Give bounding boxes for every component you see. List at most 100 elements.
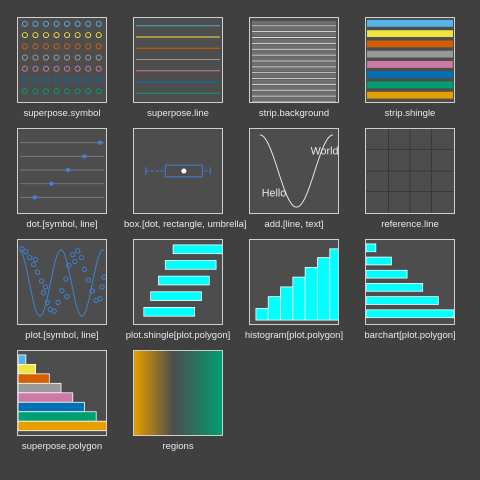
plot-point: [70, 252, 76, 258]
hist-bar: [292, 276, 306, 321]
symbol-circle: [74, 43, 81, 50]
hist-bar: [267, 296, 281, 321]
symbol-circle: [42, 65, 50, 72]
strip-band: [252, 61, 336, 66]
plot-point: [40, 290, 47, 296]
shingle-strip: [367, 71, 453, 79]
symbol-circle: [32, 43, 39, 50]
dot-point: [49, 181, 54, 186]
plot-point: [19, 246, 25, 252]
symbol-circle: [85, 88, 92, 95]
superpose-block: [18, 363, 37, 375]
strip-band: [252, 97, 336, 102]
plot-point: [101, 274, 106, 280]
histogram-plot-polygon-panel: [249, 239, 339, 325]
superpose-symbol-panel: [17, 17, 107, 103]
plot-point: [51, 308, 57, 314]
symbol-circle: [53, 65, 60, 72]
strip-band: [252, 38, 336, 43]
symbol-circle: [64, 76, 71, 84]
shingle-bar: [172, 244, 222, 255]
hist-bar: [317, 257, 331, 321]
symbol-circle: [32, 20, 39, 27]
strip-band: [252, 73, 336, 78]
regions-label: regions: [162, 441, 194, 452]
plot-shingle-polygon-label: plot.shingle[plot.polygon]: [125, 330, 231, 341]
histogram-icon: [255, 248, 338, 321]
barchart-bar: [366, 269, 408, 279]
symbol-circle: [42, 20, 50, 27]
symbol-circle: [95, 32, 102, 39]
shingle-strip: [367, 40, 453, 48]
symbol-circle: [64, 54, 71, 61]
gradient-icon: [134, 351, 222, 435]
plot-point: [89, 288, 95, 294]
symbol-circle: [85, 20, 92, 27]
symbol-circle: [21, 43, 28, 50]
symbol-circle: [74, 76, 81, 84]
scatter-curve-icon: [19, 246, 106, 317]
symbol-circle: [32, 88, 39, 95]
plot-point: [63, 276, 69, 282]
dotplot-icon: [20, 140, 104, 200]
symbol-circle: [95, 76, 102, 84]
plot-symbol-line-panel: [17, 239, 107, 325]
shingle-bar: [150, 291, 202, 301]
symbol-circle: [95, 88, 102, 95]
plot-point: [59, 288, 65, 294]
dot-point: [65, 167, 71, 173]
world-text: World: [311, 145, 338, 157]
dot-point: [97, 140, 103, 145]
grid-icon: [366, 129, 454, 213]
plot-symbol-line-label: plot.[symbol, line]: [25, 330, 99, 341]
strip-lines-icon: [252, 20, 336, 102]
symbol-circle: [74, 88, 81, 95]
add-line-text-panel: World Hello: [249, 128, 339, 214]
barchart-icon: [366, 243, 454, 319]
symbol-circle: [21, 54, 28, 61]
symbol-circle: [32, 76, 39, 84]
superpose-block: [18, 411, 97, 422]
plot-point: [27, 254, 33, 261]
barchart-bar: [366, 296, 439, 305]
plot-point: [42, 284, 49, 290]
strip-background-label: strip.background: [258, 108, 330, 119]
symbol-circle: [21, 65, 28, 72]
plot-shingle-polygon-panel: [133, 239, 223, 325]
symbol-circle: [42, 54, 50, 61]
regions-gradient: [134, 351, 222, 435]
plot-point: [64, 294, 70, 300]
strip-shingle-label: strip.shingle: [384, 108, 436, 119]
superpose-polygon-panel: [17, 350, 107, 436]
shingle-strip: [367, 60, 453, 68]
hist-bar: [255, 307, 269, 321]
symbol-circle: [64, 65, 71, 72]
symbol-circle: [74, 54, 81, 61]
strip-band: [252, 50, 336, 55]
barchart-bar: [366, 283, 424, 292]
dot-symbol-line-label: dot.[symbol, line]: [26, 219, 98, 230]
shingle-strip: [367, 19, 453, 27]
symbol-circle: [95, 43, 102, 50]
circle-grid-icon: [21, 20, 102, 95]
plot-point: [34, 269, 41, 275]
plot-curve: [19, 249, 105, 317]
symbol-circle: [74, 65, 81, 72]
symbol-circle: [53, 88, 60, 95]
hist-bar: [304, 266, 318, 321]
barchart-bar: [366, 309, 454, 319]
symbol-circle: [74, 20, 81, 27]
strip-band: [252, 91, 336, 96]
plot-point: [31, 261, 37, 268]
barchart-plot-polygon-label: barchart[plot.polygon]: [364, 330, 456, 341]
symbol-circle: [85, 43, 92, 50]
sine-line: [259, 134, 334, 208]
symbol-circle: [53, 54, 60, 61]
symbol-circle: [53, 43, 60, 50]
symbol-circle: [85, 76, 92, 84]
plot-point: [38, 278, 45, 284]
shingle-bar: [158, 275, 210, 286]
add-line-text-label: add.[line, text]: [264, 219, 324, 230]
symbol-circle: [53, 76, 60, 84]
plot-point: [99, 284, 105, 290]
